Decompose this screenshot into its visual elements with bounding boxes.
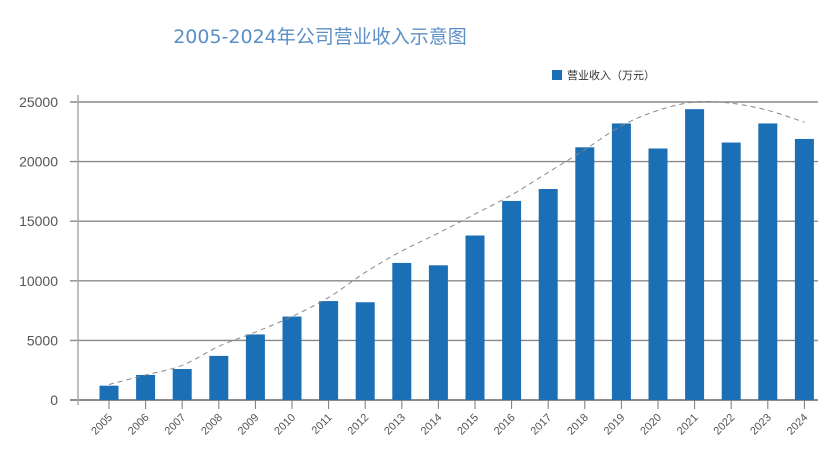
bar-2021 xyxy=(685,109,705,400)
x-tick-label: 2006 xyxy=(126,412,152,438)
y-tick-label: 5000 xyxy=(27,332,58,348)
x-tick-label: 2016 xyxy=(492,412,518,438)
y-tick-label: 10000 xyxy=(19,273,58,289)
x-tick-label: 2007 xyxy=(163,412,189,438)
bar-2011 xyxy=(319,301,339,400)
chart-title: 2005-2024年公司营业收入示意图 xyxy=(0,22,640,49)
chart-title-text: 2005-2024年公司营业收入示意图 xyxy=(173,26,467,48)
x-tick-label: 2017 xyxy=(529,412,555,438)
legend-swatch xyxy=(552,70,562,80)
bar-2017 xyxy=(538,189,558,400)
bar-2023 xyxy=(758,123,778,401)
x-tick-label: 2008 xyxy=(199,412,225,438)
bar-2014 xyxy=(428,265,448,400)
bar-2006 xyxy=(136,374,156,400)
bar-2020 xyxy=(648,148,668,400)
x-tick-label: 2011 xyxy=(310,412,335,437)
bar-2005 xyxy=(99,385,119,400)
x-tick-label: 2012 xyxy=(346,412,372,438)
x-tick-label: 2019 xyxy=(602,412,628,438)
bar-2016 xyxy=(502,200,522,400)
bar-2012 xyxy=(355,302,375,400)
x-tick-label: 2014 xyxy=(419,412,445,438)
x-tick-label: 2024 xyxy=(785,412,811,438)
y-tick-label: 15000 xyxy=(19,213,58,229)
bar-2010 xyxy=(282,316,302,400)
bar-2018 xyxy=(575,147,595,400)
bar-2015 xyxy=(465,235,485,400)
bar-2013 xyxy=(392,262,412,400)
x-tick-label: 2021 xyxy=(675,412,701,438)
x-tick-label: 2015 xyxy=(455,412,481,438)
x-tick-label: 2018 xyxy=(565,412,591,438)
bar-2007 xyxy=(172,369,192,400)
bar-2022 xyxy=(721,142,741,400)
x-tick-label: 2010 xyxy=(272,412,298,438)
x-tick-label: 2005 xyxy=(89,412,115,438)
bar-2024 xyxy=(794,138,814,400)
x-tick-label: 2022 xyxy=(712,412,738,438)
y-tick-label: 20000 xyxy=(19,154,58,170)
bar-2008 xyxy=(209,355,229,400)
x-tick-label: 2013 xyxy=(382,412,408,438)
x-tick-label: 2020 xyxy=(638,412,664,438)
y-tick-label: 0 xyxy=(50,392,58,408)
y-tick-label: 25000 xyxy=(19,94,58,110)
x-tick-label: 2023 xyxy=(748,412,774,438)
legend-label: 营业收入（万元） xyxy=(567,69,655,82)
x-tick-label: 2009 xyxy=(236,412,262,438)
bar-2009 xyxy=(245,334,265,400)
legend: 营业收入（万元） xyxy=(552,67,655,83)
bar-2019 xyxy=(611,123,631,401)
trendline xyxy=(108,100,805,385)
